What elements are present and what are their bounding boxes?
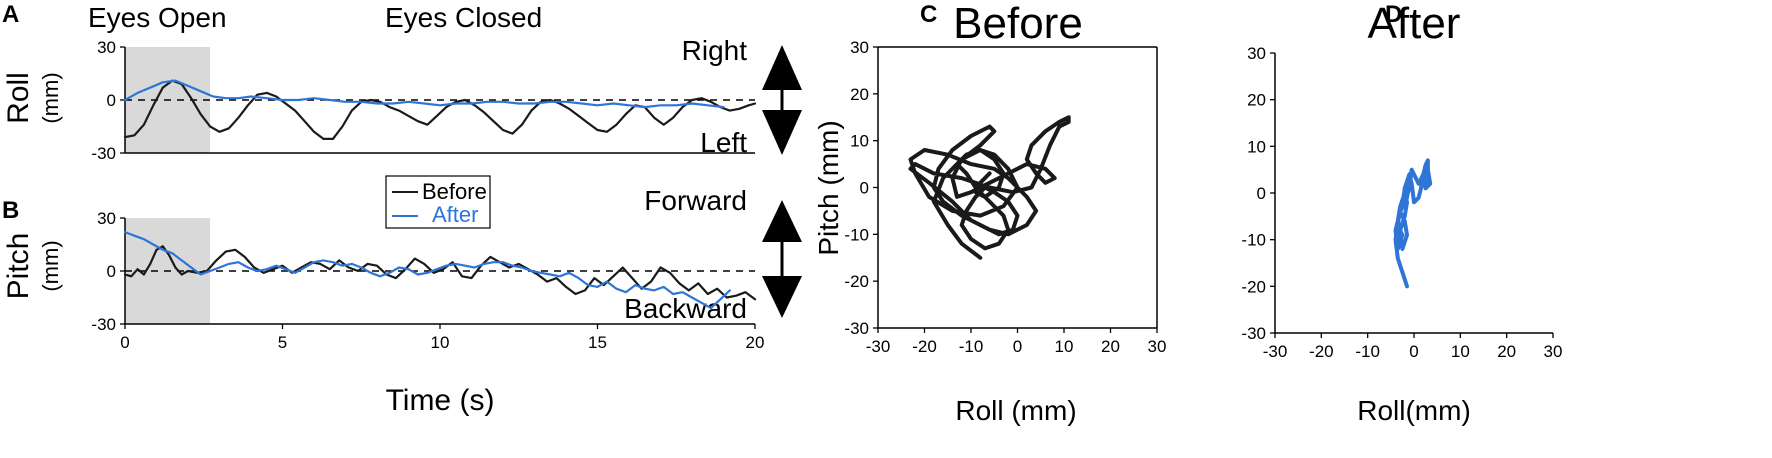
pitch-double-arrow [762,200,802,318]
before-scatter-chart: -30 -20 -10 0 10 20 30 -30 -20 -10 0 10 20 30 [844,38,1166,356]
series-before-a [123,79,757,140]
legend-before-label: Before [422,179,487,204]
roll-double-arrow [762,45,802,155]
before-title: Before [953,0,1083,48]
direction-forward-label: Forward [644,185,747,216]
x-tick-label-c: -10 [959,337,984,356]
roll-arrow-up-head [762,45,802,90]
x-tick-label-b: 5 [278,333,287,352]
legend-after-label: After [432,202,478,227]
eyes-open-label: Eyes Open [88,2,227,33]
roll-word: Roll [2,72,35,124]
y-tick-label-c: 10 [850,132,869,151]
series-after-a [123,79,725,109]
y-tick-label-d: 30 [1247,44,1266,63]
y-tick-label-b: 30 [97,209,116,228]
y-tick-label-c: -20 [844,272,869,291]
x-tick-label-b: 0 [120,333,129,352]
pitch-word: Pitch [2,233,35,300]
time-xlabel: Time (s) [386,384,495,417]
y-tick-label-c: 0 [860,179,869,198]
y-tick-label-b: -30 [91,315,116,334]
after-scatter-chart: -30 -20 -10 0 10 20 30 -30 -20 -10 0 10 20 30 [1241,44,1562,361]
x-tick-label-d: 30 [1544,342,1563,361]
eyes-closed-label: Eyes Closed [385,2,542,33]
x-tick-label-c: 10 [1055,337,1074,356]
x-tick-label-c: -30 [866,337,891,356]
roll-unit: (mm) [38,72,63,123]
x-tick-label-d: -10 [1355,342,1380,361]
y-tick-label-a: -30 [91,144,116,163]
pitch-arrow-up-head [762,200,802,242]
panel-letter-c: C [920,1,937,28]
x-tick-label-c: -20 [912,337,937,356]
after-title: After [1368,0,1461,48]
y-tick-label-d: 0 [1257,184,1266,203]
y-tick-label-c: 20 [850,85,869,104]
legend: Before After [385,175,491,229]
pitch-unit-label: (mm) [38,240,63,291]
y-tick-label-d: 10 [1247,137,1266,156]
x-tick-label-d: -20 [1309,342,1334,361]
x-tick-label-b: 10 [431,333,450,352]
x-tick-label-d: -30 [1263,342,1288,361]
scatter-ylabel: Pitch (mm) [813,120,844,255]
x-tick-label-b: 15 [588,333,607,352]
panel-letter-b: B [2,197,19,224]
series-after-b [123,231,731,310]
x-tick-label-c: 20 [1101,337,1120,356]
y-tick-label-c: 30 [850,38,869,57]
scatter-ylabel-text: Pitch (mm) [813,120,844,255]
roll-unit-label: (mm) [38,72,63,123]
panel-letter-d: D [1385,1,1402,28]
panel-letter-a: A [2,1,19,28]
direction-right-label: Right [682,35,748,66]
series-before-b [123,245,757,301]
x-tick-label-d: 0 [1409,342,1418,361]
y-tick-label-d: -30 [1241,324,1266,343]
legend-box [385,175,491,229]
roll-timeseries-chart: -30 0 30 [91,38,757,163]
series-after-d [1393,158,1433,289]
y-tick-label-a: 0 [107,91,116,110]
x-tick-label-c: 30 [1148,337,1167,356]
pitch-unit: (mm) [38,240,63,291]
pitch-ylabel: Pitch [2,233,35,300]
y-tick-label-d: -10 [1241,231,1266,250]
x-tick-label-b: 20 [746,333,765,352]
roll-ylabel: Roll [2,72,35,124]
y-tick-label-c: -30 [844,319,869,338]
x-tick-label-c: 0 [1013,337,1022,356]
series-before-c [908,115,1071,260]
y-tick-label-b: 0 [107,262,116,281]
y-tick-label-c: -10 [844,225,869,244]
x-tick-label-d: 20 [1497,342,1516,361]
y-tick-label-d: 20 [1247,91,1266,110]
x-tick-label-d: 10 [1451,342,1470,361]
after-xlabel: Roll(mm) [1357,395,1471,426]
pitch-arrow-down-head [762,276,802,318]
roll-arrow-down-head [762,110,802,155]
y-tick-label-d: -20 [1241,277,1266,296]
y-tick-label-a: 30 [97,38,116,57]
before-xlabel: Roll (mm) [955,395,1076,426]
